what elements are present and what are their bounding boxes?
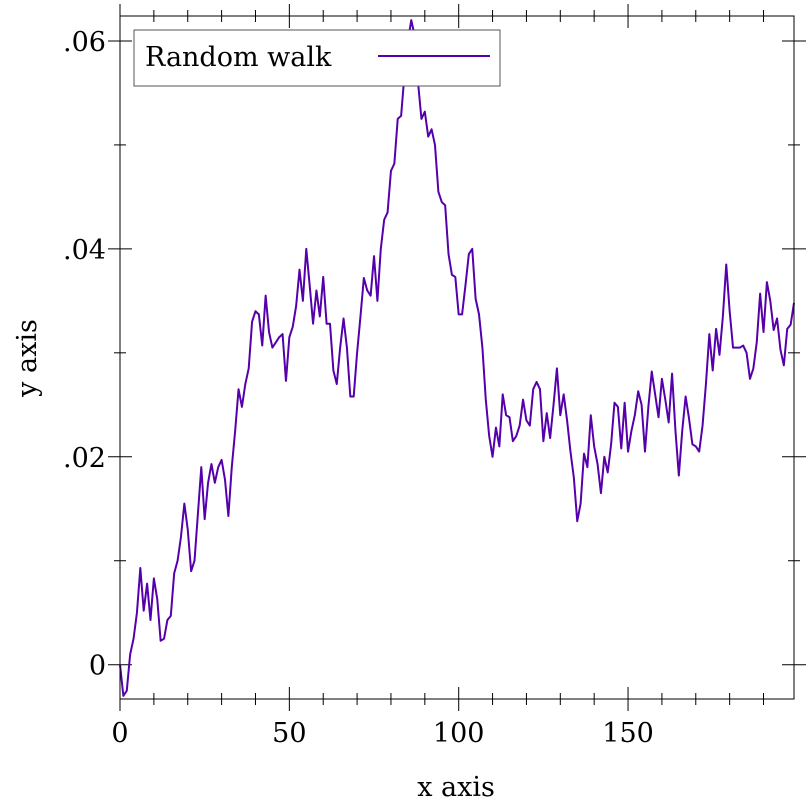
legend-box [133, 29, 501, 87]
y-tick-label: .02 [63, 443, 106, 474]
x-axis-label: x axis [417, 772, 495, 803]
series-layer [119, 19, 795, 697]
y-tick-label: 0 [89, 651, 106, 682]
y-axis-label: y axis [12, 319, 43, 398]
series-line-random-walk [119, 19, 795, 697]
x-tick-label: 150 [602, 718, 654, 749]
x-tick-label: 0 [111, 718, 128, 749]
x-tick-label: 50 [272, 718, 306, 749]
legend: Random walk [133, 29, 501, 87]
ticks [108, 4, 806, 711]
x-tick-label: 100 [433, 718, 485, 749]
plot-frame [119, 15, 795, 700]
y-tick-label: .04 [63, 235, 106, 266]
y-tick-label: .06 [63, 27, 106, 58]
tick-labels: 0 50 100 150 0 .02 .04 .06 [63, 27, 654, 749]
legend-label: Random walk [145, 42, 332, 73]
